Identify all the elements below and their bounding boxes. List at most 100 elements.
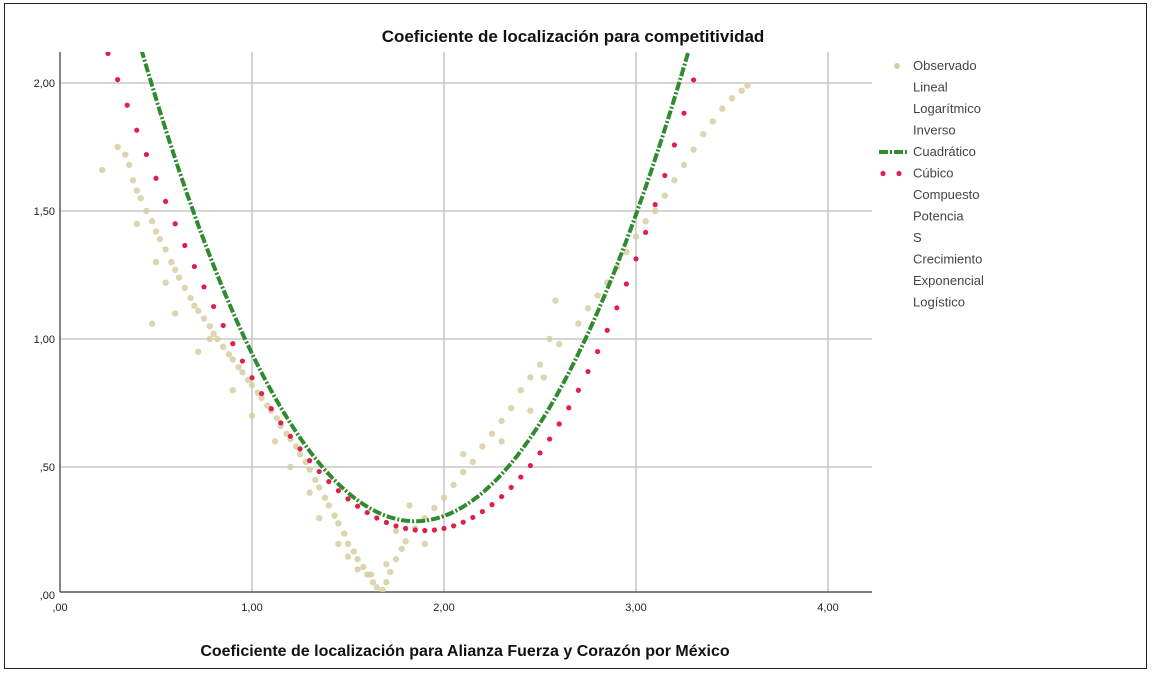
observed-point	[540, 374, 548, 381]
observed-point	[552, 297, 559, 304]
observed-point	[152, 228, 160, 235]
observed-point	[172, 310, 179, 317]
observed-point	[460, 468, 467, 476]
cubic-fit-point	[710, 7, 715, 12]
cubic-fit-point	[335, 488, 341, 494]
observed-point	[367, 571, 375, 578]
observed-point	[229, 356, 236, 363]
cubic-fit-point	[355, 503, 361, 509]
observed-point	[398, 545, 405, 553]
legend-label: S	[913, 230, 922, 245]
cubic-fit-point	[143, 151, 149, 158]
observed-point	[354, 566, 361, 573]
cubic-fit-point	[239, 358, 245, 364]
observed-point	[431, 504, 438, 512]
x-tick-label: 2,00	[433, 602, 454, 614]
legend-marker-cubic	[880, 170, 886, 177]
observed-point	[387, 568, 394, 576]
observed-point	[517, 387, 524, 394]
observed-point	[379, 586, 386, 592]
legend-marker-observed	[894, 63, 900, 69]
cubic-fit-point	[451, 523, 457, 529]
cubic-fit-point	[604, 327, 610, 333]
observed-point	[316, 515, 323, 522]
y-tick-label: 1,00	[34, 334, 55, 346]
cubic-fit-point	[422, 527, 428, 534]
tick-labels: ,00 1,00 2,00 3,00 4,00 ,00 ,50 1,00 1,50 2,00	[34, 78, 839, 614]
cubic-fit-point	[623, 281, 630, 287]
cubic-fit-point	[585, 368, 591, 375]
observed-point	[114, 143, 121, 151]
observed-point	[536, 361, 544, 368]
cubic-fit-point	[441, 525, 447, 532]
legend-label: Crecimiento	[913, 252, 982, 267]
observed-point	[680, 161, 688, 169]
observed-point	[719, 105, 726, 112]
cubic-fit-point	[211, 303, 217, 310]
cubic-fit-point	[316, 468, 322, 475]
chart-frame: Coeficiente de localización para competi…	[4, 3, 1147, 669]
observed-point	[143, 207, 150, 215]
cubic-fit-point	[489, 502, 495, 508]
observed-point	[479, 443, 486, 450]
legend-marker-cubic	[896, 170, 902, 177]
observed-point	[264, 402, 271, 409]
observed-point	[235, 363, 242, 371]
observed-point	[200, 315, 208, 322]
cubic-fit-point	[566, 405, 572, 411]
observed-point	[392, 527, 400, 535]
observed-point	[191, 302, 198, 309]
x-tick-label: ,00	[52, 602, 67, 614]
cubic-fit-point	[383, 519, 389, 526]
observed-point	[225, 351, 233, 358]
observed-point	[402, 538, 409, 545]
cubic-fit-point	[681, 110, 687, 116]
cubic-fit-point	[633, 256, 639, 262]
y-tick-label: ,00	[40, 590, 55, 602]
cubic-fit-point	[575, 387, 582, 393]
observed-point	[214, 335, 221, 343]
observed-point	[744, 82, 751, 89]
cubic-fit-point	[556, 421, 562, 427]
observed-point	[306, 466, 313, 473]
observed-point	[331, 512, 338, 519]
cubic-fit-point	[105, 52, 111, 57]
cubic-fit-point	[460, 519, 466, 525]
legend: Observado Lineal Logarítmico Inverso Cuadrát…	[879, 58, 984, 310]
observed-point	[594, 292, 601, 299]
cubic-fit-point	[537, 450, 543, 456]
observed-point	[383, 561, 390, 568]
cubic-fit-point	[412, 527, 418, 533]
observed-point	[508, 404, 515, 412]
observed-point	[584, 305, 592, 312]
observed-point	[652, 207, 659, 215]
cubic-fit-point	[614, 305, 620, 311]
observed-points	[99, 82, 751, 592]
x-tick-label: 1,00	[241, 602, 262, 614]
observed-point	[273, 415, 281, 422]
observed-point	[229, 387, 236, 394]
observed-point	[258, 394, 265, 402]
observed-point	[172, 266, 179, 274]
legend-label: Cuadrático	[913, 144, 976, 159]
fit-curves	[105, 7, 715, 534]
observed-point	[546, 335, 553, 343]
cubic-fit-point	[220, 322, 226, 329]
y-tick-label: ,50	[40, 462, 55, 474]
cubic-fit-point	[518, 474, 524, 480]
legend-label: Logístico	[913, 295, 965, 310]
observed-point	[133, 187, 140, 194]
observed-point	[671, 177, 678, 184]
observed-point	[498, 417, 505, 425]
observed-point	[460, 451, 467, 458]
observed-point	[239, 369, 246, 376]
observed-point	[642, 218, 649, 225]
cubic-fit-point	[134, 127, 140, 133]
cubic-fit-point	[326, 478, 332, 485]
cubic-fit-point	[153, 175, 159, 181]
y-tick-label: 2,00	[34, 78, 55, 90]
legend-label: Compuesto	[913, 187, 979, 202]
cubic-fit-point	[268, 406, 274, 412]
observed-point	[122, 151, 129, 158]
observed-point	[248, 412, 256, 419]
